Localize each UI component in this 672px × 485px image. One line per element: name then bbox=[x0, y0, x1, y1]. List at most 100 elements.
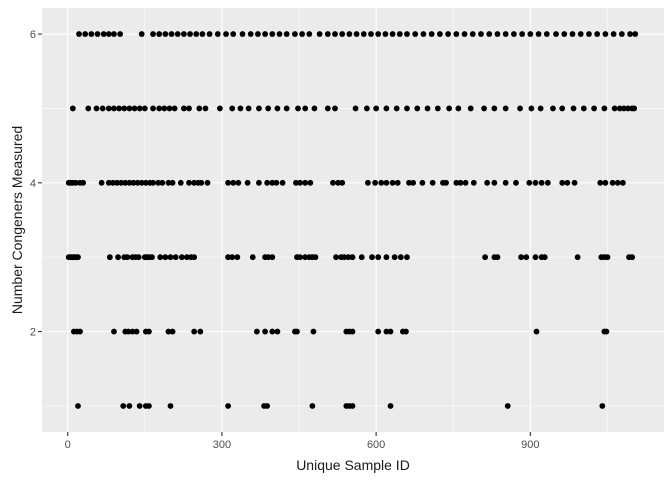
data-point bbox=[111, 328, 117, 335]
data-point bbox=[117, 31, 124, 37]
data-point bbox=[429, 179, 436, 186]
data-point bbox=[146, 328, 152, 335]
data-point bbox=[484, 179, 491, 186]
data-point bbox=[604, 254, 611, 261]
data-point bbox=[339, 31, 346, 37]
data-point bbox=[532, 254, 539, 261]
data-point bbox=[166, 105, 173, 112]
data-point bbox=[632, 31, 639, 37]
data-point bbox=[333, 254, 339, 261]
data-point bbox=[223, 31, 229, 37]
data-point bbox=[491, 105, 498, 112]
data-point bbox=[309, 403, 316, 409]
data-point bbox=[269, 31, 276, 37]
data-point bbox=[591, 105, 597, 112]
data-point bbox=[88, 31, 95, 37]
y-tick-label: 2 bbox=[30, 327, 36, 339]
data-point bbox=[527, 31, 534, 37]
data-point bbox=[138, 179, 145, 186]
data-point bbox=[82, 31, 89, 37]
data-point bbox=[106, 254, 113, 261]
data-point bbox=[618, 31, 625, 37]
data-point bbox=[307, 179, 314, 186]
data-point bbox=[311, 105, 318, 112]
data-point bbox=[394, 179, 401, 186]
data-point bbox=[186, 105, 192, 112]
data-point bbox=[602, 179, 609, 186]
data-point bbox=[533, 328, 540, 335]
data-point bbox=[162, 254, 169, 261]
data-point bbox=[110, 179, 116, 186]
data-point bbox=[116, 105, 123, 112]
data-point bbox=[167, 403, 174, 409]
data-point bbox=[225, 254, 231, 261]
data-point bbox=[265, 105, 272, 112]
data-point bbox=[424, 105, 431, 112]
data-point bbox=[156, 105, 163, 112]
data-point bbox=[481, 105, 487, 112]
data-point bbox=[462, 179, 469, 186]
data-point bbox=[363, 105, 370, 112]
data-point bbox=[559, 179, 566, 186]
data-point bbox=[237, 105, 244, 112]
data-point bbox=[161, 105, 168, 112]
data-point bbox=[420, 31, 427, 37]
data-point bbox=[130, 179, 137, 186]
data-point bbox=[262, 31, 268, 37]
data-point bbox=[249, 254, 256, 261]
data-point bbox=[283, 105, 290, 112]
data-point bbox=[455, 105, 462, 112]
data-point bbox=[302, 105, 309, 112]
data-point bbox=[150, 31, 156, 37]
data-point bbox=[414, 105, 421, 112]
data-point bbox=[541, 254, 548, 261]
data-point bbox=[262, 328, 268, 335]
data-point bbox=[404, 105, 410, 112]
data-point bbox=[330, 179, 336, 186]
data-point bbox=[569, 31, 576, 37]
data-point bbox=[627, 31, 633, 37]
data-point bbox=[191, 179, 198, 186]
data-point bbox=[397, 254, 404, 261]
data-point bbox=[406, 179, 412, 186]
y-axis-ticks: 2 4 6 bbox=[30, 29, 42, 339]
data-point bbox=[125, 328, 132, 335]
data-point bbox=[180, 31, 187, 37]
data-point bbox=[383, 328, 390, 335]
data-point bbox=[445, 31, 451, 37]
data-point bbox=[105, 105, 112, 112]
data-point bbox=[229, 105, 236, 112]
data-point bbox=[269, 254, 276, 261]
data-point bbox=[404, 254, 410, 261]
data-point bbox=[360, 31, 367, 37]
data-point bbox=[335, 179, 341, 186]
data-point bbox=[375, 254, 382, 261]
data-point bbox=[443, 179, 449, 186]
data-point bbox=[491, 179, 498, 186]
data-point bbox=[167, 254, 174, 261]
data-point bbox=[352, 105, 359, 112]
data-point bbox=[434, 105, 441, 112]
data-point bbox=[198, 179, 205, 186]
data-point bbox=[482, 254, 489, 261]
plot-panel bbox=[42, 8, 664, 432]
data-point bbox=[206, 31, 213, 37]
data-point bbox=[349, 254, 356, 261]
data-point bbox=[197, 328, 204, 335]
data-point bbox=[383, 105, 390, 112]
data-point bbox=[253, 328, 260, 335]
data-point bbox=[349, 328, 356, 335]
data-point bbox=[299, 31, 306, 37]
data-point bbox=[570, 105, 577, 112]
y-tick-label: 6 bbox=[30, 29, 36, 41]
data-point bbox=[136, 105, 143, 112]
data-point bbox=[358, 254, 365, 261]
data-point bbox=[155, 179, 162, 186]
data-point bbox=[134, 179, 141, 186]
data-point bbox=[245, 105, 252, 112]
data-point bbox=[478, 31, 484, 37]
data-point bbox=[234, 254, 241, 261]
data-point bbox=[625, 105, 631, 112]
